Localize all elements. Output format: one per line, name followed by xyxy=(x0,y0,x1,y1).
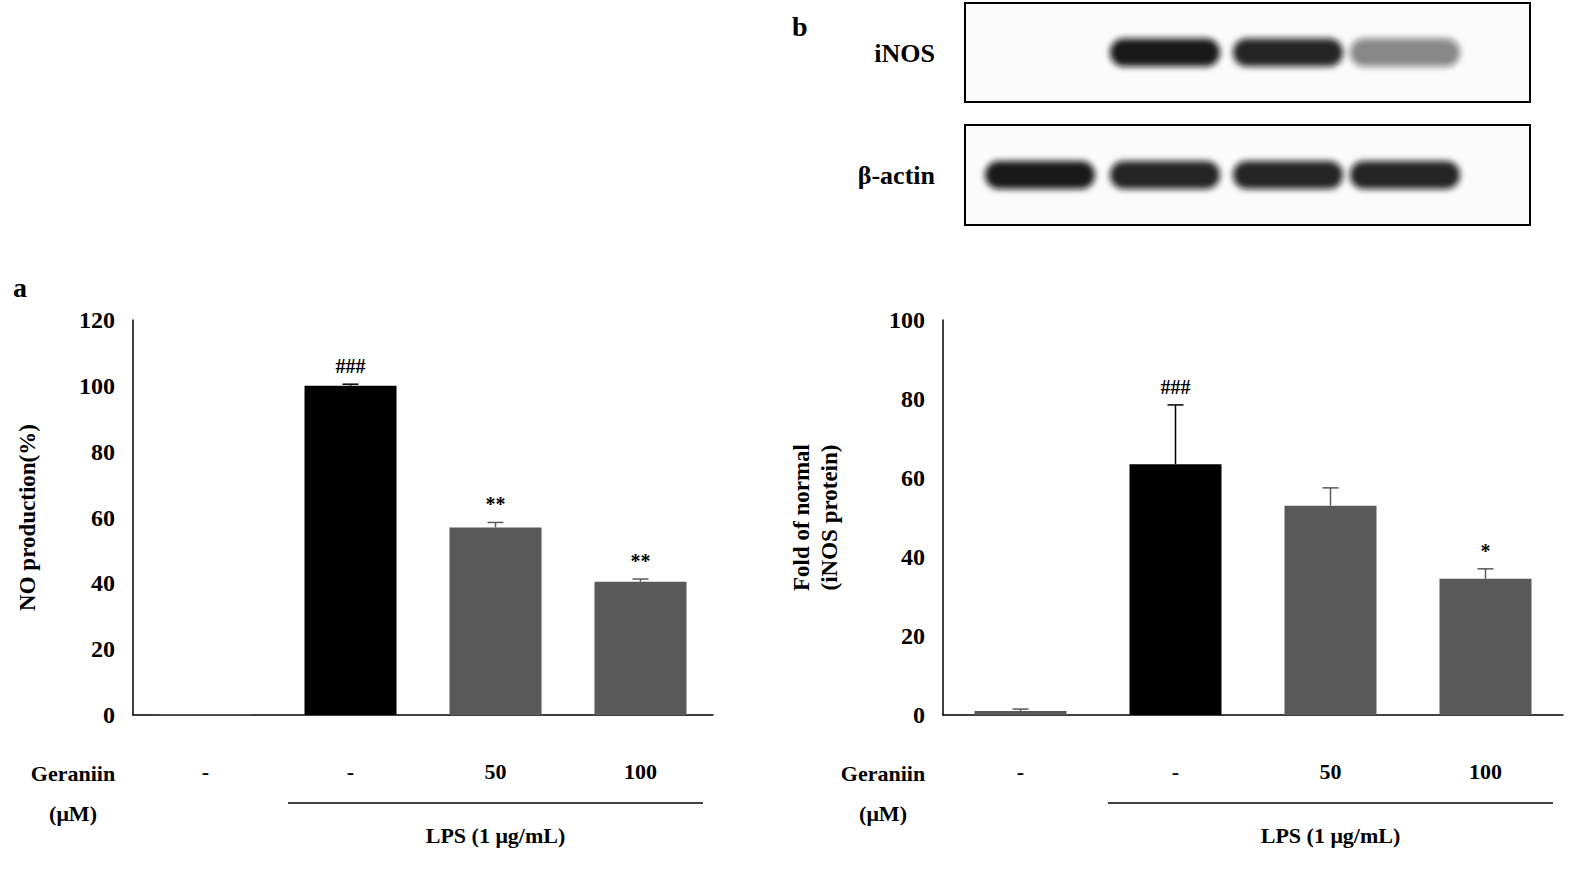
svg-text:80: 80 xyxy=(901,386,925,412)
svg-text:*: * xyxy=(1481,540,1491,562)
svg-text:(μM): (μM) xyxy=(49,801,97,826)
svg-text:20: 20 xyxy=(91,636,115,662)
svg-text:60: 60 xyxy=(901,465,925,491)
svg-text:20: 20 xyxy=(901,623,925,649)
svg-text:100: 100 xyxy=(889,307,925,333)
svg-text:LPS (1 μg/mL): LPS (1 μg/mL) xyxy=(1261,823,1401,848)
svg-text:**: ** xyxy=(631,550,651,572)
svg-text:40: 40 xyxy=(901,544,925,570)
svg-text:(μM): (μM) xyxy=(859,801,907,826)
svg-text:-: - xyxy=(347,759,354,784)
svg-text:0: 0 xyxy=(913,702,925,728)
svg-text:iNOS: iNOS xyxy=(874,39,935,68)
svg-text:100: 100 xyxy=(1469,759,1502,784)
svg-text:0: 0 xyxy=(103,702,115,728)
svg-text:-: - xyxy=(1172,759,1179,784)
svg-text:80: 80 xyxy=(91,439,115,465)
svg-text:Geraniin: Geraniin xyxy=(841,761,925,786)
svg-text:a: a xyxy=(13,272,27,303)
svg-text:50: 50 xyxy=(485,759,507,784)
svg-text:LPS (1 μg/mL): LPS (1 μg/mL) xyxy=(426,823,566,848)
svg-text:###: ### xyxy=(1161,376,1191,398)
svg-text:100: 100 xyxy=(624,759,657,784)
svg-text:-: - xyxy=(1017,759,1024,784)
svg-text:###: ### xyxy=(336,355,366,377)
svg-text:Fold of normal: Fold of normal xyxy=(789,444,814,591)
svg-text:(iNOS protein): (iNOS protein) xyxy=(817,445,842,591)
svg-text:NO production(%): NO production(%) xyxy=(15,424,40,611)
svg-text:100: 100 xyxy=(79,373,115,399)
svg-text:b: b xyxy=(792,11,808,42)
svg-text:60: 60 xyxy=(91,505,115,531)
svg-text:-: - xyxy=(202,759,209,784)
svg-text:50: 50 xyxy=(1320,759,1342,784)
svg-text:120: 120 xyxy=(79,307,115,333)
svg-text:β-actin: β-actin xyxy=(858,161,936,190)
svg-text:Geraniin: Geraniin xyxy=(31,761,115,786)
svg-text:40: 40 xyxy=(91,570,115,596)
svg-text:**: ** xyxy=(486,493,506,515)
